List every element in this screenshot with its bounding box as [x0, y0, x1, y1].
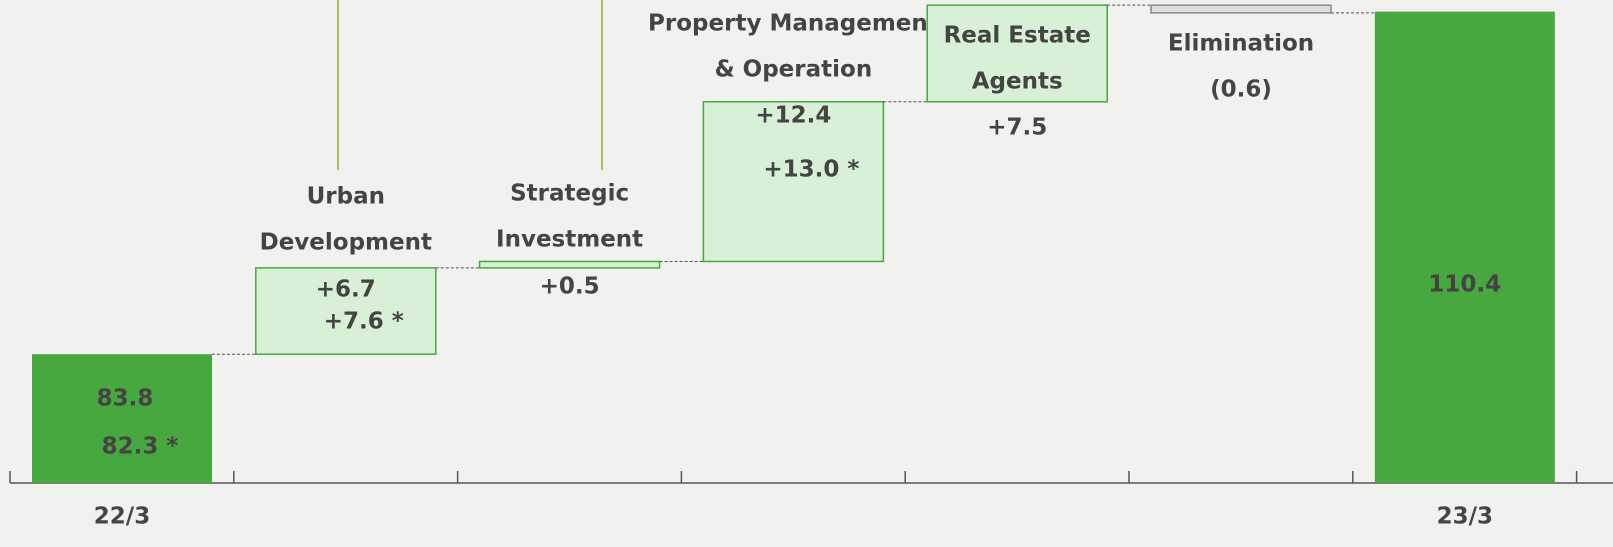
bar	[1374, 11, 1555, 483]
value-label: 110.4	[1428, 272, 1501, 298]
bar	[32, 354, 212, 483]
category-label: Strategic	[510, 181, 629, 207]
value-label: 83.8	[97, 386, 154, 412]
value-label: (0.6)	[1210, 77, 1272, 103]
value-label: +12.4	[755, 103, 831, 129]
bar	[1150, 4, 1332, 14]
bar	[926, 4, 1108, 103]
category-label: Agents	[972, 69, 1063, 95]
category-label: & Operation	[715, 57, 873, 83]
x-label: 23/3	[1437, 504, 1493, 530]
value-label: +0.5	[540, 274, 600, 300]
bar	[255, 267, 437, 355]
bar	[702, 101, 885, 263]
category-label: Development	[260, 230, 432, 256]
category-label: Property Management	[648, 11, 939, 37]
category-label: Urban	[307, 184, 385, 210]
category-label: Investment	[496, 227, 643, 253]
secondary-label: 82.3 *	[102, 434, 179, 460]
secondary-label: +13.0 *	[763, 157, 859, 183]
secondary-label: +7.6 *	[324, 309, 404, 335]
value-label: +7.5	[987, 115, 1047, 141]
x-label: 22/3	[94, 504, 150, 530]
value-label: +6.7	[316, 277, 376, 303]
bar	[478, 260, 661, 269]
category-label: Real Estate	[944, 23, 1091, 49]
category-label: Elimination	[1168, 31, 1314, 57]
